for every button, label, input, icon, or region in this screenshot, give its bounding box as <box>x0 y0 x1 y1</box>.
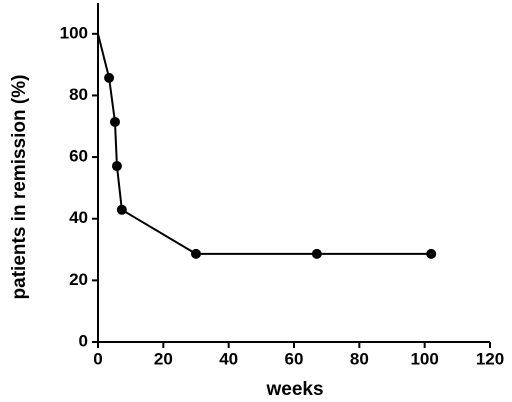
y-tick-label: 80 <box>69 85 88 104</box>
point <box>111 161 122 172</box>
x-tick-label: 100 <box>410 349 438 368</box>
x-tick-label: 80 <box>350 349 369 368</box>
y-tick-label: 60 <box>69 147 88 166</box>
y-tick-label: 100 <box>60 23 88 42</box>
point <box>191 248 201 259</box>
point <box>104 72 115 83</box>
y-tick-label: 0 <box>79 331 88 350</box>
point <box>311 248 322 259</box>
y-tick-label: 20 <box>69 270 88 289</box>
y-tick-label: 40 <box>69 208 88 227</box>
y-axis-label: patients in remission (%) <box>9 75 30 300</box>
point <box>116 204 127 215</box>
x-tick-label: 40 <box>219 349 238 368</box>
point <box>109 116 120 127</box>
x-tick-label: 0 <box>93 349 102 368</box>
point <box>426 248 437 259</box>
line <box>97 33 432 255</box>
x-tick-label: 60 <box>285 349 304 368</box>
x-tick-label: 120 <box>476 349 504 368</box>
x-tick-label: 20 <box>154 349 173 368</box>
x-axis-label: weeks <box>265 379 323 400</box>
